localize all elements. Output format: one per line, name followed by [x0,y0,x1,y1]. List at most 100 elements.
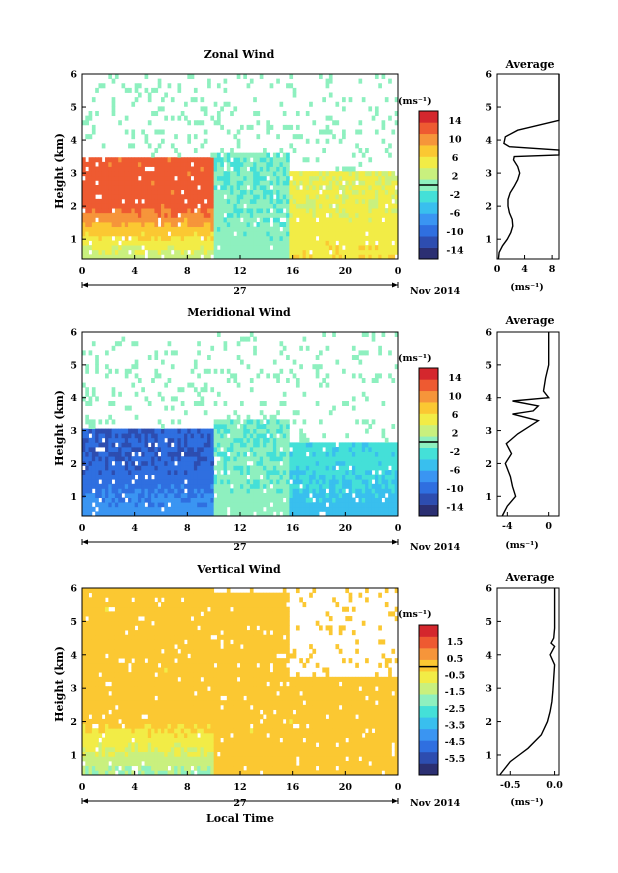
heatmap-cell [151,470,155,475]
heatmap-cell [266,222,271,228]
heatmap-cell [256,442,261,448]
heatmap-cell [157,419,162,425]
heatmap-cell [286,212,290,218]
heatmap-cell [263,240,267,246]
heatmap-cell [105,465,109,471]
colorbar-tick-label: 6 [452,153,459,164]
heatmap-cell [157,447,162,452]
heatmap-cell [246,511,251,517]
heatmap-cell [299,442,303,448]
heatmap-cell [292,488,297,494]
heatmap-cell [371,171,376,177]
heatmap-cell [276,157,280,163]
heatmap-cell [226,460,231,466]
heatmap-cell [276,254,280,260]
heatmap-cell [213,451,218,457]
heatmap-cell [187,222,192,228]
heatmap-cell [200,456,205,462]
heatmap-cell [361,217,366,223]
heatmap-cell [118,592,122,598]
heatmap-cell [332,185,336,191]
heatmap-cell [207,465,211,471]
heatmap-cell [200,212,205,218]
heatmap-cell [220,479,224,485]
heatmap-cell [174,134,178,140]
heatmap-cell [289,83,294,89]
heatmap-cell [351,470,356,475]
heatmap-cell [124,493,129,498]
heatmap-cell [388,226,392,232]
heatmap-cell [381,465,386,471]
heatmap-cell [124,704,129,710]
heatmap-cell [91,129,96,135]
heatmap-cell [203,447,208,452]
heatmap-cell [184,166,188,172]
heatmap-cell [249,226,254,232]
heatmap-cell [124,634,129,640]
heatmap-cell [111,401,116,406]
heatmap-cell [259,511,264,517]
heatmap-cell [200,175,205,181]
heatmap-cell [88,634,93,640]
heatmap-cell [328,78,333,84]
colorbar-tick-label: -14 [446,245,464,256]
heatmap-cell [233,474,238,480]
heatmap-cell [253,336,257,342]
heatmap-cell [345,222,350,228]
heatmap-cell [200,396,205,402]
heatmap-cell [114,161,119,167]
heatmap-cell [230,175,234,181]
profile-frame [496,331,560,517]
heatmap-cell [137,161,142,167]
heatmap-cell [289,171,294,177]
heatmap-cell [203,185,208,191]
heatmap-cell [134,718,139,724]
heatmap-cell [299,456,303,462]
heatmap-cell [88,746,93,753]
heatmap-cell [391,175,396,181]
heatmap-cell [378,185,382,191]
heatmap-cell [223,424,228,429]
heatmap-cell [134,588,139,594]
heatmap-cell [230,497,234,503]
heatmap-cell [190,189,195,195]
heatmap-cell [128,405,132,411]
heatmap-cell [111,695,116,701]
heatmap-cell [184,217,188,223]
heatmap-cell [358,175,363,181]
heatmap-cell [88,203,93,209]
heatmap-cell [187,180,192,186]
heatmap-cell [184,235,188,241]
heatmap-cell [85,676,89,682]
heatmap-cell [98,662,103,668]
heatmap-cell [276,428,280,434]
heatmap-cell [305,212,310,218]
heatmap-cell [226,198,231,204]
heatmap-cell [114,451,119,457]
heatmap-cell [319,175,323,181]
heatmap-cell [197,506,201,512]
heatmap-cell [134,442,139,448]
heatmap-cell [154,460,159,466]
heatmap-cell [374,488,379,494]
heatmap-cell [111,189,116,195]
heatmap-cell [368,106,373,112]
heatmap-cell [82,588,86,594]
heatmap-cell [190,488,195,494]
heatmap-cell [391,203,396,209]
heatmap-cell [134,630,139,636]
heatmap-cell [302,493,307,498]
heatmap-cell [351,442,356,448]
heatmap-cell [374,254,379,260]
heatmap-cell [371,460,376,466]
heatmap-cell [272,451,277,457]
colorbar-segment [419,447,438,460]
heatmap-cell [164,198,168,204]
heatmap-cell [312,470,317,475]
colorbar-segment [419,459,438,471]
x-tick-label: 0 [395,523,402,534]
heatmap-cell [131,157,136,163]
heatmap-cell [121,488,126,494]
heatmap-cell [105,493,109,498]
heatmap-cell [351,217,356,223]
